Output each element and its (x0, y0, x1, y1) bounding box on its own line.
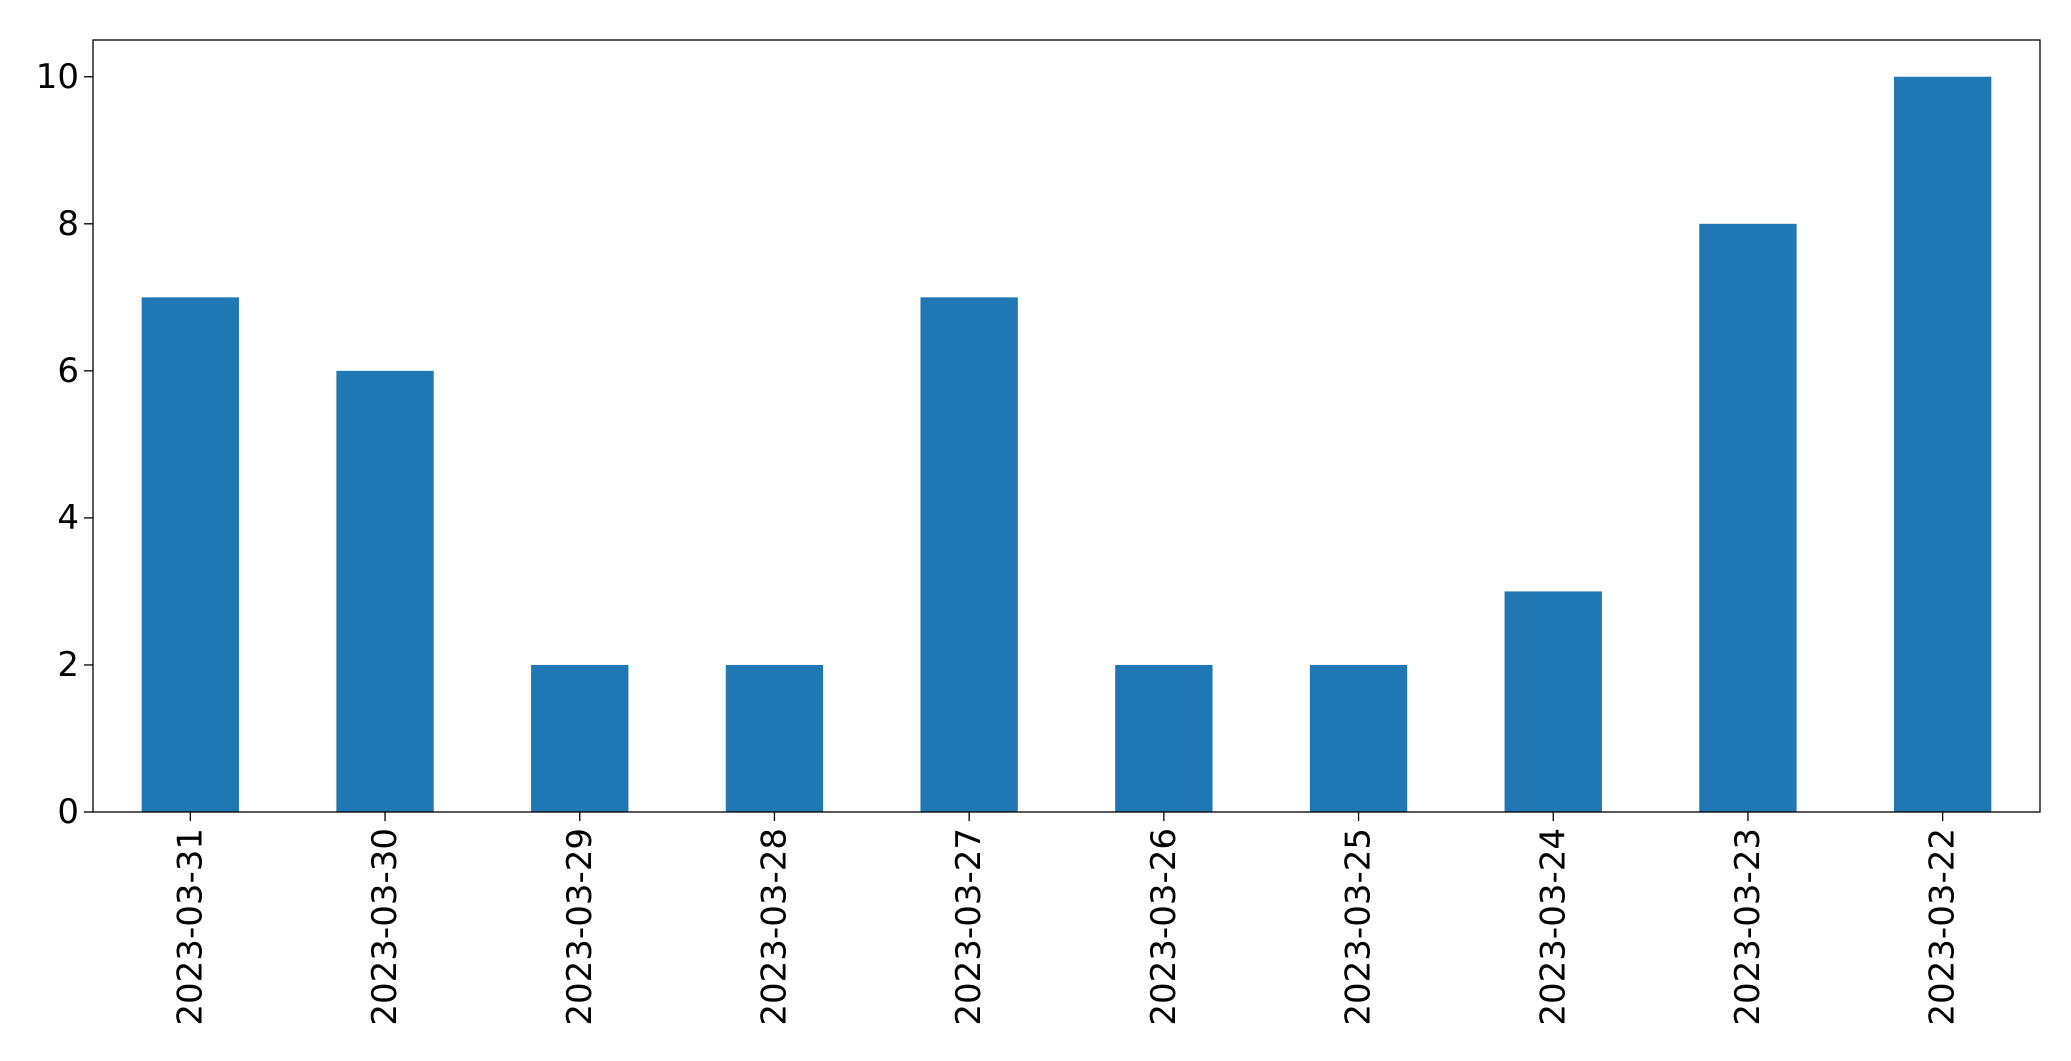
y-tick-label: 6 (57, 351, 79, 391)
bar (1699, 223, 1797, 813)
bar (141, 297, 240, 812)
bar (1309, 664, 1408, 812)
x-tick-label: 2023-03-27 (949, 828, 989, 1026)
bar (1115, 664, 1213, 812)
bar (725, 664, 824, 812)
y-tick-label: 0 (57, 792, 79, 832)
bar (531, 664, 629, 812)
x-tick-label: 2023-03-24 (1533, 828, 1573, 1026)
y-tick-label: 2 (57, 645, 79, 685)
y-tick-label: 10 (36, 57, 79, 97)
y-tick-label: 4 (57, 498, 79, 538)
bar (920, 297, 1018, 812)
plot-frame (92, 39, 2041, 813)
x-tick-label: 2023-03-25 (1339, 828, 1379, 1026)
x-tick-label: 2023-03-31 (170, 828, 210, 1026)
x-tick-label: 2023-03-28 (754, 828, 794, 1026)
x-tick-label: 2023-03-26 (1144, 828, 1184, 1026)
y-tick-label: 8 (57, 204, 79, 244)
bar (336, 370, 434, 812)
bar (1893, 76, 1992, 812)
x-tick-label: 2023-03-29 (560, 828, 600, 1026)
x-tick-label: 2023-03-22 (1923, 828, 1963, 1026)
bar (1504, 591, 1602, 812)
x-tick-label: 2023-03-23 (1728, 828, 1768, 1026)
x-tick-label: 2023-03-30 (365, 828, 405, 1026)
